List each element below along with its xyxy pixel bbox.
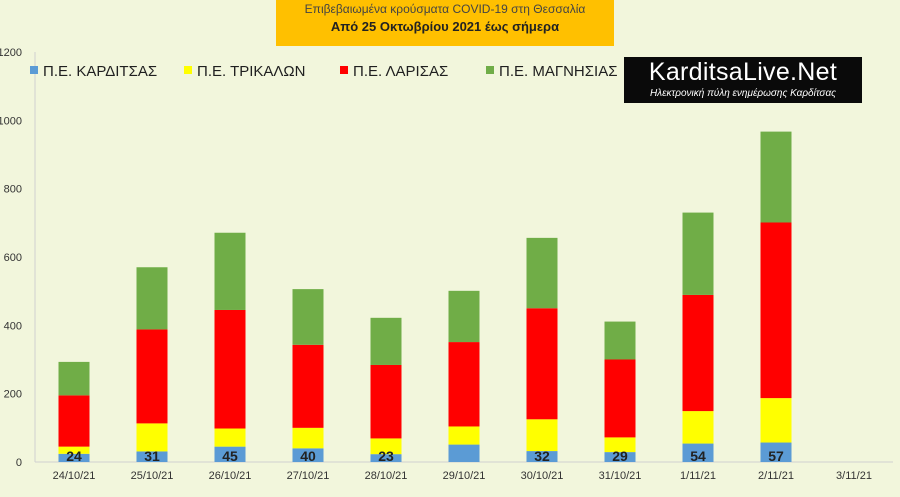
x-tick-label: 2/11/21 [758,470,794,482]
bar-segment [448,342,480,427]
bar-segment [526,308,558,420]
bar-segment [604,321,636,360]
data-label: 57 [768,448,784,464]
bar-segment [760,131,792,223]
bar-segment [58,395,90,447]
x-tick-label: 29/10/21 [443,470,486,482]
data-label: 45 [222,448,238,464]
bar-segment [58,453,90,462]
bar-segment [370,454,402,462]
x-tick-label: 28/10/21 [365,470,408,482]
bar-segment [448,426,480,445]
data-label: 29 [612,448,628,464]
bar-segment [214,446,246,462]
data-label: 54 [690,448,706,464]
y-tick-label: 400 [4,320,22,332]
legend-swatch [340,66,348,74]
bar-segment [760,442,792,462]
x-tick-label: 3/11/21 [836,470,872,482]
bar-segment [526,419,558,452]
bar-segment [526,237,558,309]
x-tick-label: 27/10/21 [287,470,330,482]
x-tick-label: 31/10/21 [599,470,642,482]
y-tick-label: 800 [4,184,22,196]
x-tick-label: 25/10/21 [131,470,174,482]
y-tick-label: 200 [4,389,22,401]
x-tick-label: 1/11/21 [680,470,716,482]
karditsalive-logo: KarditsaLive.Net Ηλεκτρονική πύλη ενημέρ… [624,57,862,103]
y-tick-label: 1000 [0,115,22,127]
bar-segment [136,267,168,330]
bar-segment [136,451,168,462]
bar-segment [214,309,246,429]
bar-segment [760,222,792,399]
bar-segment [136,329,168,424]
x-tick-label: 26/10/21 [209,470,252,482]
bar-segment [370,438,402,455]
logo-tagline: Ηλεκτρονική πύλη ενημέρωσης Καρδίτσας [649,88,837,99]
data-label: 24 [66,448,82,464]
bar-segment [370,317,402,365]
legend-label: Π.Ε. ΛΑΡΙΣΑΣ [353,63,448,80]
chart-title-box: Επιβεβαιωμένα κρούσματα COVID-19 στη Θεσ… [276,0,614,46]
y-tick-label: 600 [4,252,22,264]
bar-segment [526,451,558,462]
bar-segment [136,423,168,452]
data-label: 31 [144,448,160,464]
bar-segment [58,446,90,454]
data-label: 32 [534,448,550,464]
legend-swatch [486,66,494,74]
x-tick-label: 30/10/21 [521,470,564,482]
bar-segment [292,448,324,462]
bar-segment [604,437,636,453]
bar-segment [682,294,714,412]
y-tick-label: 1200 [0,47,22,59]
bar-segment [448,290,480,343]
bar-segment [292,427,324,449]
bar-segment [214,428,246,447]
logo-text: KarditsaLive.Net [648,58,838,86]
bar-segment [760,398,792,443]
legend-swatch [184,66,192,74]
data-label: 23 [378,448,394,464]
legend-label: Π.Ε. ΚΑΡΔΙΤΣΑΣ [43,63,157,80]
bar-segment [682,411,714,444]
legend-label: Π.Ε. ΜΑΓΝΗΣΙΑΣ [499,63,617,80]
legend-label: Π.Ε. ΤΡΙΚΑΛΩΝ [197,63,305,80]
legend-swatch [30,66,38,74]
bar-segment [370,364,402,439]
bar-segment [682,212,714,295]
bar-segment [58,361,90,396]
bar-segment [448,444,480,462]
bar-segment [292,344,324,428]
data-label: 40 [300,448,316,464]
x-tick-label: 24/10/21 [53,470,96,482]
chart-title: Επιβεβαιωμένα κρούσματα COVID-19 στη Θεσ… [304,2,586,16]
bar-segment [604,452,636,462]
chart-subtitle: Από 25 Οκτωβρίου 2021 έως σήμερα [330,19,560,34]
bar-segment [292,289,324,345]
bar-segment [604,359,636,438]
bar-segment [214,232,246,310]
y-tick-label: 0 [16,457,22,469]
bar-segment [682,443,714,462]
